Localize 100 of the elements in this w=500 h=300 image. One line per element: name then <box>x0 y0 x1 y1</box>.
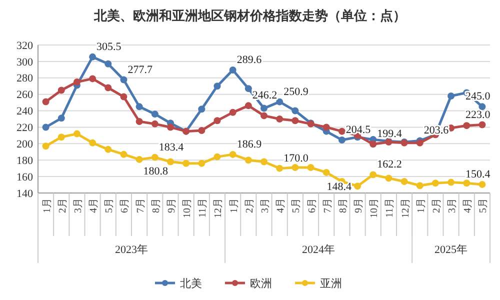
point <box>151 110 158 118</box>
x-tick-label: 10月 <box>182 198 194 218</box>
point <box>354 182 362 190</box>
point <box>416 182 424 190</box>
x-tick-label: 12月 <box>213 198 224 218</box>
data-label: 289.6 <box>236 54 262 66</box>
x-tick-label: 1月 <box>42 198 53 213</box>
legend-label: 北美 <box>180 276 202 290</box>
data-label: 186.9 <box>236 138 262 150</box>
point <box>478 121 486 128</box>
x-tick-label: 10月 <box>369 198 380 218</box>
x-tick-label: 8月 <box>338 198 349 213</box>
data-label: 204.5 <box>346 124 372 136</box>
point <box>307 164 314 172</box>
point <box>214 117 221 124</box>
text: 2024年 <box>302 244 336 256</box>
point <box>89 53 96 60</box>
point <box>73 78 80 86</box>
point <box>260 104 268 112</box>
y-tick-label: 280 <box>16 72 34 85</box>
point <box>120 150 128 158</box>
y-tick-label: 320 <box>16 40 34 52</box>
point <box>448 92 455 100</box>
x-tick-label: 3月 <box>72 198 84 213</box>
x-tick-label: 1月 <box>228 198 240 213</box>
x-tick-label: 5月 <box>291 198 302 213</box>
x-tick-label: 1月 <box>416 198 427 213</box>
point <box>104 146 112 153</box>
point <box>292 107 299 114</box>
x-tick-label: 9月 <box>354 198 365 213</box>
point <box>322 168 330 176</box>
point <box>182 160 190 167</box>
data-label: 305.5 <box>96 40 122 53</box>
point <box>198 160 206 167</box>
x-tick-label: 6月 <box>306 198 318 213</box>
x-tick-label: 7月 <box>322 198 334 213</box>
point <box>136 103 143 110</box>
legend-label: 欧洲 <box>250 276 272 290</box>
x-tick-label: 5月 <box>478 198 490 213</box>
data-label: 162.2 <box>377 158 402 171</box>
data-label: 277.7 <box>128 64 153 76</box>
point <box>166 124 174 131</box>
point <box>104 60 112 68</box>
point <box>229 108 236 116</box>
text: 2023年 <box>115 244 148 256</box>
point <box>136 156 143 163</box>
x-tick-label: 7月 <box>135 198 146 213</box>
point <box>338 128 346 135</box>
x-tick-label: 5月 <box>104 198 116 213</box>
x-tick-label: 2月 <box>244 198 256 213</box>
point <box>42 98 50 106</box>
point <box>120 93 128 100</box>
point <box>338 136 346 144</box>
point <box>463 180 470 187</box>
x-tick-label: 6月 <box>120 198 131 213</box>
x-tick-label: 12月 <box>400 198 412 218</box>
point <box>151 154 158 161</box>
point <box>214 153 221 160</box>
x-tick-label: 8月 <box>150 198 162 213</box>
point <box>276 164 284 172</box>
point <box>244 156 252 164</box>
point <box>432 180 439 187</box>
point <box>89 75 96 82</box>
point <box>448 178 455 186</box>
point <box>478 180 486 188</box>
y-tick-label: 180 <box>16 154 34 167</box>
y-tick-label: 200 <box>16 138 34 151</box>
point <box>322 124 330 131</box>
data-label: 148.4 <box>326 181 352 194</box>
x-tick-label: 4月 <box>276 198 287 213</box>
point <box>478 103 486 110</box>
x-tick-label: 9月 <box>166 198 178 213</box>
point <box>370 171 377 178</box>
data-label: 150.4 <box>465 168 491 180</box>
data-label: 250.9 <box>284 86 309 98</box>
point <box>42 124 50 131</box>
x-tick-label: 4月 <box>462 198 474 213</box>
point <box>260 112 268 120</box>
point <box>463 122 470 130</box>
chart-title: 北美、欧洲和亚洲地区钢材价格指数走势（单位：点） <box>93 8 406 23</box>
y-tick-label: 260 <box>16 89 34 102</box>
point <box>400 178 408 185</box>
legend-label: 亚洲 <box>320 276 342 290</box>
point <box>244 102 252 110</box>
y-tick-label: 300 <box>16 56 34 68</box>
point <box>260 158 268 166</box>
point <box>198 106 206 113</box>
data-label: 180.8 <box>143 165 169 178</box>
point <box>229 66 236 74</box>
x-tick-label: 3月 <box>447 198 458 213</box>
point <box>370 140 377 148</box>
point <box>136 118 143 125</box>
point <box>151 120 158 128</box>
y-tick-label: 220 <box>16 122 34 134</box>
y-tick-label: 160 <box>16 171 34 184</box>
point <box>89 139 96 146</box>
data-label: 223.0 <box>465 108 491 121</box>
x-tick-label: 11月 <box>198 198 209 218</box>
y-tick-label: 140 <box>16 188 34 200</box>
point <box>58 114 65 122</box>
